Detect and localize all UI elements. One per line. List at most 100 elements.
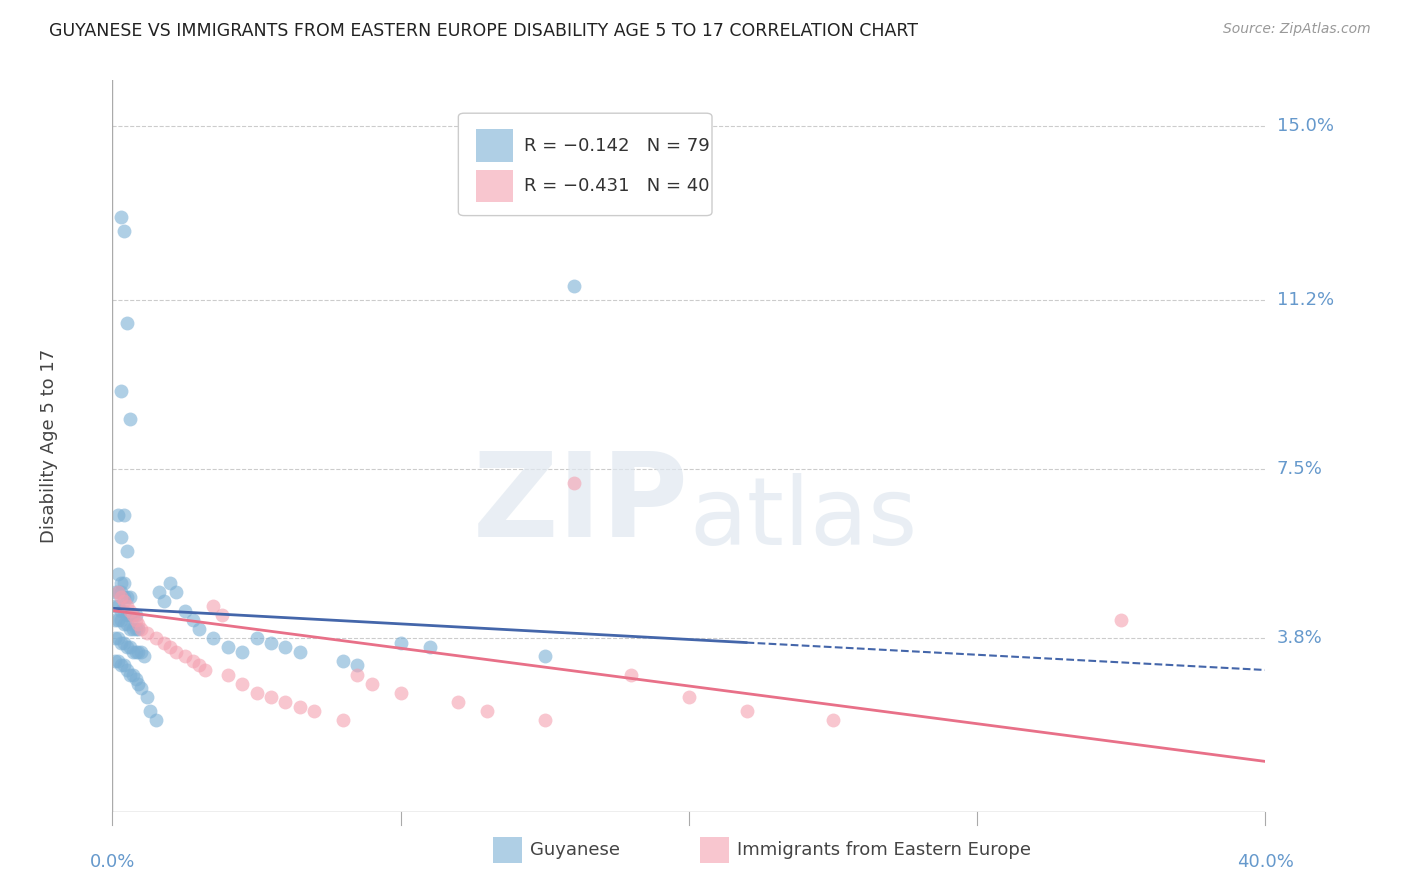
Point (735, 704, 758, 718)
Point (304, 704, 326, 718)
Point (115, 544, 138, 558)
Point (260, 690, 283, 705)
Point (134, 649, 156, 664)
Point (127, 676, 149, 690)
Point (188, 658, 211, 673)
Point (110, 211, 132, 225)
Point (104, 631, 127, 645)
Point (562, 279, 585, 293)
Point (274, 695, 297, 709)
Point (217, 640, 239, 655)
FancyBboxPatch shape (458, 113, 711, 216)
Point (107, 567, 129, 582)
Point (110, 635, 132, 649)
Point (121, 608, 143, 623)
Point (332, 654, 354, 668)
Point (112, 603, 135, 617)
Point (104, 613, 127, 627)
Point (678, 690, 700, 705)
Point (145, 714, 167, 728)
Point (110, 603, 132, 617)
Point (118, 640, 141, 655)
Text: 0.0%: 0.0% (90, 853, 135, 871)
Text: 11.2%: 11.2% (1277, 291, 1334, 309)
Text: Disability Age 5 to 17: Disability Age 5 to 17 (39, 349, 58, 543)
Point (288, 699, 311, 714)
Point (124, 672, 146, 686)
Point (620, 667, 643, 681)
Point (173, 603, 195, 617)
Point (389, 635, 412, 649)
Point (129, 681, 153, 696)
Point (115, 617, 138, 632)
Point (118, 622, 141, 636)
Bar (494, 838, 522, 863)
Point (245, 686, 267, 700)
Point (127, 622, 149, 636)
Point (121, 667, 143, 681)
Point (153, 594, 176, 608)
Point (159, 640, 181, 655)
Point (107, 585, 129, 599)
Point (118, 590, 141, 604)
Point (1111, 613, 1133, 627)
Point (121, 645, 143, 659)
Point (115, 599, 138, 613)
Text: ZIP: ZIP (472, 447, 689, 562)
Point (121, 608, 143, 623)
Point (127, 617, 149, 632)
Point (115, 590, 138, 604)
Point (475, 704, 498, 718)
Point (159, 576, 181, 591)
Point (110, 576, 132, 591)
Point (121, 622, 143, 636)
Point (165, 645, 187, 659)
Point (447, 695, 470, 709)
Point (181, 654, 204, 668)
Point (136, 690, 159, 705)
Point (127, 645, 149, 659)
Point (288, 645, 311, 659)
Point (211, 608, 233, 623)
Point (202, 631, 225, 645)
Point (346, 667, 368, 681)
Point (194, 663, 217, 677)
Point (107, 613, 129, 627)
Point (107, 585, 129, 599)
Point (153, 635, 176, 649)
Point (110, 384, 132, 399)
Point (115, 640, 138, 655)
Point (112, 594, 135, 608)
Point (389, 686, 412, 700)
Point (139, 704, 162, 718)
Point (110, 590, 132, 604)
Text: GUYANESE VS IMMIGRANTS FROM EASTERN EUROPE DISABILITY AGE 5 TO 17 CORRELATION CH: GUYANESE VS IMMIGRANTS FROM EASTERN EURO… (49, 22, 918, 40)
Bar (475, 169, 513, 202)
Text: Immigrants from Eastern Europe: Immigrants from Eastern Europe (737, 841, 1032, 859)
Point (110, 658, 132, 673)
Point (110, 585, 132, 599)
Point (129, 622, 153, 636)
Point (110, 530, 132, 544)
Point (202, 599, 225, 613)
Text: R = −0.431   N = 40: R = −0.431 N = 40 (524, 178, 710, 195)
Point (181, 613, 204, 627)
Point (124, 622, 146, 636)
Point (231, 645, 253, 659)
Text: 15.0%: 15.0% (1277, 117, 1333, 135)
Bar (475, 129, 513, 162)
Point (118, 608, 141, 623)
Point (188, 622, 211, 636)
Text: 7.5%: 7.5% (1277, 460, 1323, 478)
Point (145, 631, 167, 645)
Point (124, 645, 146, 659)
Point (107, 631, 129, 645)
Point (562, 475, 585, 490)
Point (124, 613, 146, 627)
Point (260, 635, 283, 649)
Point (112, 617, 135, 632)
Point (107, 599, 129, 613)
Point (136, 626, 159, 640)
Point (245, 631, 267, 645)
Point (115, 608, 138, 623)
